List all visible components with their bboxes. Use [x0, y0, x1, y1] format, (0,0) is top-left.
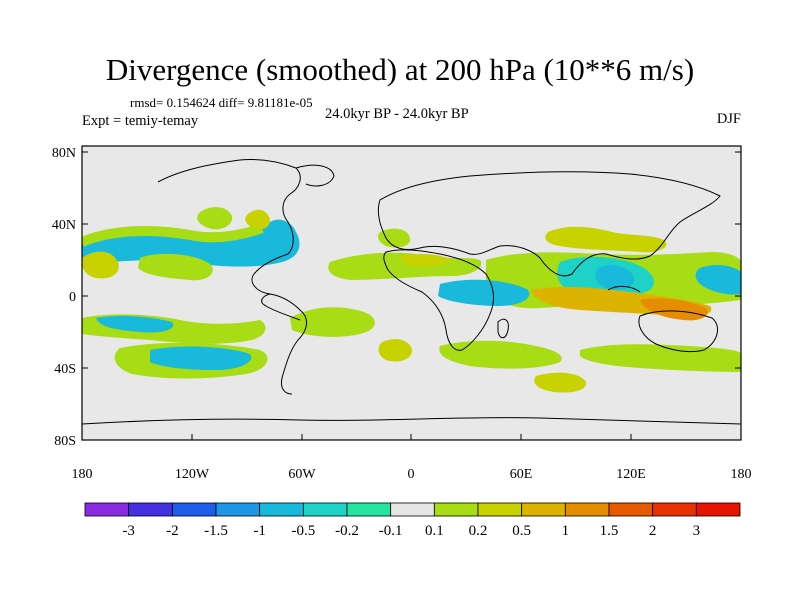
colorbar-swatch [259, 502, 304, 517]
lon-label: 0 [408, 467, 415, 482]
lat-label: 80N [52, 146, 76, 161]
field-blob-south-indian-core [640, 298, 708, 321]
colorbar-swatch [433, 502, 479, 517]
divergence-field [82, 207, 741, 393]
colorbar-label: -0.2 [335, 523, 359, 539]
field-blob-southern-indian [534, 372, 587, 393]
colorbar-swatch [302, 502, 348, 517]
colorbar-label: 1.5 [600, 523, 619, 539]
colorbar-labels: -3 -2 -1.5 -1 -0.5 -0.2 -0.1 0.1 0.2 0.5 1 1.5 2 3 [122, 523, 700, 539]
lon-label: 180 [731, 467, 752, 482]
colorbar-label: -0.5 [291, 523, 315, 539]
colorbar-swatch [215, 502, 261, 517]
colorbar-swatch [477, 502, 523, 517]
coast-australia [638, 310, 719, 353]
coast-africa [383, 249, 494, 351]
field-blob-southern-ocean-core [150, 346, 252, 370]
lon-axis-labels: 180 120W 60W 0 60E 120E 180 [72, 467, 752, 482]
field-blob-na-north [197, 207, 233, 230]
lon-label: 60E [510, 467, 533, 482]
colorbar-label: 1 [562, 523, 570, 539]
colorbar-swatch [564, 502, 610, 517]
colorbar-swatch [171, 502, 217, 517]
field-blob-south-atlantic-east [378, 339, 412, 362]
field-blob-europe [378, 228, 411, 248]
field-blob-pacific-west [82, 251, 119, 279]
colorbar-label: -0.1 [379, 523, 403, 539]
colorbar-swatch [346, 502, 392, 517]
coast-indonesia [607, 285, 641, 293]
lat-axis-labels: 80N 40N 0 40S 80S [52, 146, 76, 449]
coastlines [82, 159, 741, 425]
lon-label: 60W [288, 467, 316, 482]
figure-title: Divergence (smoothed) at 200 hPa (10**6 … [105, 52, 695, 87]
experiment-label: Expt = temiy-temay [82, 113, 199, 129]
lon-label: 120E [616, 467, 646, 482]
field-blob-south-atlantic [290, 307, 375, 337]
period-label: 24.0kyr BP - 24.0kyr BP [325, 106, 469, 122]
colorbar-label: -1.5 [204, 523, 228, 539]
field-blob-na-east [245, 209, 270, 230]
field-blob-asia-jet [545, 226, 667, 253]
field-blob-indian-ocean-south [439, 340, 562, 369]
lat-label: 0 [69, 290, 76, 305]
field-blob-africa-equator [438, 279, 530, 306]
field-blob-atlantic-core [400, 253, 452, 267]
tick-marks [81, 151, 742, 441]
field-blob-pacific-center [138, 253, 213, 281]
colorbar-swatch [521, 502, 566, 517]
lat-label: 80S [54, 434, 76, 449]
colorbar-swatch [390, 502, 435, 517]
coast-panama [261, 293, 301, 321]
lon-label: 180 [72, 467, 93, 482]
coast-americas [157, 159, 307, 395]
field-band-na-jet-edge [82, 223, 264, 247]
colorbar-label: 0.5 [512, 523, 531, 539]
lat-label: 40S [54, 362, 76, 377]
colorbar-label: -3 [122, 523, 135, 539]
colorbar-label: -2 [166, 523, 179, 539]
colorbar-label: 3 [693, 523, 701, 539]
coast-eurasia [377, 171, 721, 277]
field-blob-west-pacific [695, 265, 741, 295]
coast-greenland-region [295, 164, 335, 187]
colorbar-label: 0.1 [425, 523, 444, 539]
stats-line: rmsd= 0.154624 diff= 9.81181e-05 [130, 95, 313, 110]
colorbar-label: 2 [649, 523, 657, 539]
colorbar-swatch [695, 502, 741, 517]
coast-madagascar [497, 318, 509, 339]
colorbar-swatch [652, 502, 697, 517]
colorbar-label: -1 [253, 523, 266, 539]
colorbar-swatch [608, 502, 654, 517]
season-label: DJF [716, 111, 741, 127]
colorbar-swatch [128, 502, 173, 517]
colorbar-swatch [84, 502, 130, 517]
lat-label: 40N [52, 218, 76, 233]
lon-label: 120W [175, 467, 210, 482]
field-blob-maritime-core [595, 265, 635, 290]
colorbar-label: 0.2 [469, 523, 488, 539]
coast-antarctica [82, 417, 741, 425]
colorbar [84, 502, 741, 517]
map-panel [81, 145, 742, 441]
field-blob-south-pacific-core [96, 315, 174, 333]
